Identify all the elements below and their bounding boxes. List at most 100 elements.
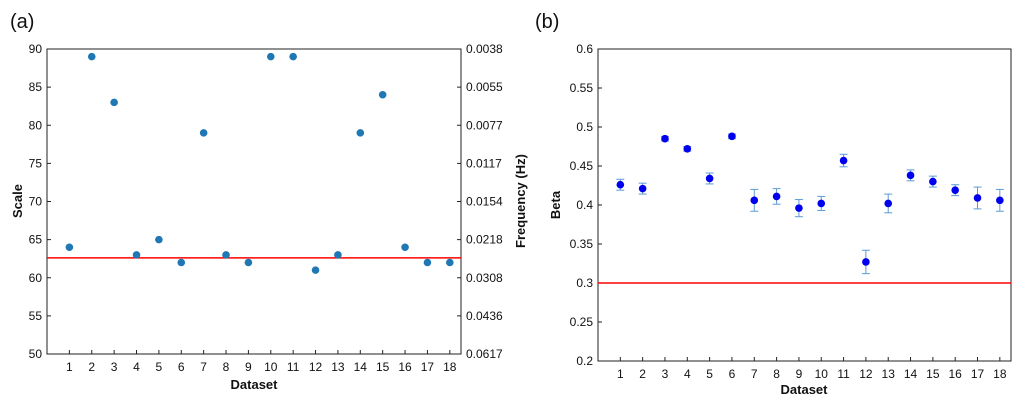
y-tick-label: 0.55	[570, 81, 594, 95]
right-y-tick-label: 0.0436	[466, 309, 503, 323]
data-point	[289, 52, 297, 61]
data-point	[356, 129, 365, 137]
y-tick-label: 80	[29, 118, 43, 132]
data-point	[177, 258, 186, 267]
x-tick-label: 9	[796, 367, 803, 381]
y-tick-label: 85	[29, 80, 43, 94]
data-point	[87, 52, 96, 61]
data-point	[446, 258, 454, 267]
data-point	[65, 243, 74, 252]
panel-b-y-ticks: 0.2 0.25 0.3 0.35 0.4 0.45 0.5 0.55 0.6	[570, 42, 602, 368]
x-tick-label: 12	[859, 367, 873, 381]
y-tick-label: 0.4	[576, 198, 593, 212]
x-tick-label: 15	[926, 367, 940, 381]
x-tick-label: 15	[376, 360, 390, 374]
data-point	[311, 266, 320, 274]
panel-b: (b) Dataset Beta 1 2 3 4 5 6 7 8 9 10 11 12 13 14 15 16…	[535, 11, 1012, 397]
x-tick-label: 7	[200, 360, 207, 374]
x-tick-label: 8	[223, 360, 230, 374]
data-point	[266, 52, 275, 61]
x-tick-label: 14	[904, 367, 918, 381]
x-tick-label: 5	[706, 367, 713, 381]
right-y-tick-label: 0.0117	[466, 156, 502, 170]
right-y-tick-label: 0.0617	[466, 347, 503, 361]
data-point	[683, 145, 692, 153]
x-tick-label: 1	[66, 360, 73, 374]
y-tick-label: 0.6	[576, 42, 593, 56]
data-point	[132, 251, 141, 259]
x-tick-label: 18	[443, 360, 457, 374]
y-tick-label: 0.3	[576, 276, 593, 290]
x-tick-label: 3	[662, 367, 669, 381]
x-tick-label: 12	[309, 360, 323, 374]
panel-b-x-axis-label: Dataset	[781, 382, 829, 397]
data-point	[973, 194, 982, 202]
y-tick-label: 90	[29, 42, 43, 56]
data-point	[244, 258, 253, 267]
data-point	[378, 90, 387, 99]
data-point	[996, 196, 1004, 205]
data-point	[616, 180, 625, 189]
right-y-tick-label: 0.0154	[466, 195, 503, 209]
y-tick-label: 75	[29, 156, 43, 170]
x-tick-label: 17	[421, 360, 435, 374]
y-tick-label: 0.25	[570, 315, 594, 329]
x-tick-label: 18	[993, 367, 1007, 381]
x-tick-label: 11	[837, 367, 850, 381]
panel-a-y-axis-label: Scale	[10, 184, 25, 218]
y-tick-label: 55	[29, 309, 43, 323]
x-tick-label: 10	[815, 367, 829, 381]
right-y-tick-label: 0.0218	[466, 233, 503, 247]
right-y-tick-label: 0.0055	[466, 80, 503, 94]
panel-a-right-y-ticks: 0.0617 0.0436 0.0308 0.0218 0.0154 0.0117 0.00…	[457, 42, 503, 361]
panel-b-axes-box	[597, 48, 1012, 362]
x-tick-label: 2	[639, 367, 646, 381]
panel-a-axes-box	[46, 48, 462, 355]
data-point	[929, 177, 937, 186]
x-tick-label: 16	[949, 367, 963, 381]
x-tick-label: 14	[354, 360, 368, 374]
y-tick-label: 0.45	[570, 159, 594, 173]
x-tick-label: 4	[133, 360, 140, 374]
data-point	[638, 184, 647, 193]
y-tick-label: 0.5	[576, 120, 593, 134]
data-point	[334, 251, 342, 259]
panel-b-error-bars	[616, 133, 1004, 275]
x-tick-label: 7	[751, 367, 758, 381]
y-tick-label: 0.35	[570, 237, 594, 251]
y-tick-label: 50	[29, 347, 43, 361]
data-point	[110, 98, 118, 107]
data-point	[951, 186, 959, 194]
x-tick-label: 5	[156, 360, 163, 374]
data-point	[795, 204, 803, 212]
x-tick-label: 9	[245, 360, 252, 374]
panel-b-x-ticks: 1 2 3 4 5 6 7 8 9 10 11 12 13 14 15 16 17 18	[617, 357, 1007, 381]
data-point	[772, 192, 781, 201]
data-point	[222, 251, 230, 259]
x-tick-label: 10	[264, 360, 278, 374]
panel-b-y-axis-label: Beta	[548, 190, 563, 219]
y-tick-label: 0.2	[576, 354, 593, 368]
x-tick-label: 13	[331, 360, 345, 374]
data-point	[884, 199, 893, 208]
panel-b-points	[616, 132, 1004, 266]
data-point	[423, 258, 432, 267]
x-tick-label: 4	[684, 367, 691, 381]
panel-a-x-ticks: 1 2 3 4 5 6 7 8 9 10 11 12 13 14 15 16 17 18	[66, 350, 457, 374]
right-y-tick-label: 0.0308	[466, 271, 503, 285]
x-tick-label: 13	[882, 367, 896, 381]
panel-a-right-y-axis-label: Frequency (Hz)	[513, 154, 528, 248]
y-tick-label: 60	[29, 271, 43, 285]
data-point	[705, 174, 714, 183]
data-point	[817, 199, 826, 208]
data-point	[862, 258, 870, 266]
panel-a-points	[65, 52, 454, 274]
x-tick-label: 8	[773, 367, 780, 381]
data-point	[839, 156, 848, 165]
x-tick-label: 11	[287, 360, 300, 374]
right-y-tick-label: 0.0077	[466, 118, 503, 132]
x-tick-label: 6	[729, 367, 736, 381]
x-tick-label: 6	[178, 360, 185, 374]
